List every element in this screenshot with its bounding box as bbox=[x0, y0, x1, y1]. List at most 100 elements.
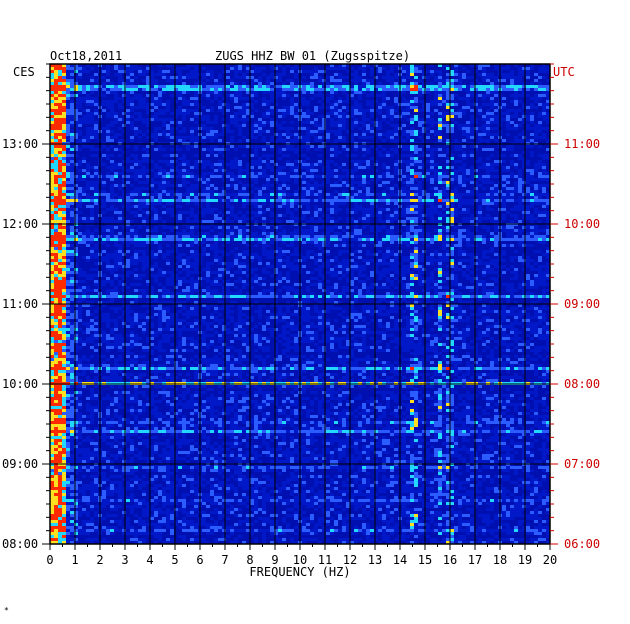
spectrogram-cell bbox=[86, 82, 90, 85]
spectrogram-cell bbox=[78, 220, 82, 223]
spectrogram-cell bbox=[382, 244, 386, 247]
spectrogram-cell bbox=[66, 253, 70, 256]
spectrogram-cell bbox=[418, 112, 422, 115]
spectrogram-cell bbox=[530, 232, 534, 235]
spectrogram-cell bbox=[318, 253, 322, 256]
spectrogram-cell bbox=[318, 151, 322, 154]
spectrogram-cell bbox=[446, 136, 450, 139]
spectrogram-cell bbox=[62, 247, 66, 250]
spectrogram-cell bbox=[350, 82, 354, 85]
spectrogram-cell bbox=[510, 199, 514, 202]
spectrogram-cell bbox=[250, 247, 254, 250]
spectrogram-cell bbox=[230, 145, 234, 148]
spectrogram-cell bbox=[266, 214, 270, 217]
spectrogram-cell bbox=[162, 250, 166, 253]
spectrogram-cell bbox=[310, 124, 314, 127]
spectrogram-cell bbox=[62, 229, 66, 232]
spectrogram-cell bbox=[290, 124, 294, 127]
spectrogram-cell bbox=[122, 157, 126, 160]
spectrogram-cell bbox=[374, 154, 378, 157]
spectrogram-cell bbox=[226, 184, 230, 187]
spectrogram-cell bbox=[186, 214, 190, 217]
spectrogram-cell bbox=[278, 163, 282, 166]
spectrogram-cell bbox=[338, 247, 342, 250]
spectrogram-cell bbox=[318, 214, 322, 217]
spectrogram-cell bbox=[210, 184, 214, 187]
spectrogram-cell bbox=[82, 148, 86, 151]
spectrogram-cell bbox=[262, 217, 266, 220]
spectrogram-cell bbox=[546, 106, 550, 109]
spectrogram-cell bbox=[434, 88, 438, 91]
spectrogram-cell bbox=[346, 157, 350, 160]
spectrogram-cell bbox=[494, 106, 498, 109]
spectrogram-cell bbox=[438, 76, 442, 79]
spectrogram-cell bbox=[302, 169, 306, 172]
spectrogram-cell bbox=[450, 166, 454, 169]
spectrogram-cell bbox=[374, 217, 378, 220]
spectrogram-cell bbox=[454, 127, 458, 130]
spectrogram-cell bbox=[538, 217, 542, 220]
spectrogram-cell bbox=[482, 145, 486, 148]
spectrogram-cell bbox=[82, 94, 86, 97]
spectrogram-cell bbox=[518, 106, 522, 109]
spectrogram-cell bbox=[270, 199, 274, 202]
spectrogram-cell bbox=[382, 211, 386, 214]
spectrogram-cell bbox=[322, 109, 326, 112]
spectrogram-cell bbox=[482, 205, 486, 208]
spectrogram-cell bbox=[122, 112, 126, 115]
spectrogram-cell bbox=[82, 214, 86, 217]
spectrogram-cell bbox=[82, 73, 86, 76]
spectrogram-cell bbox=[350, 190, 354, 193]
spectrogram-cell bbox=[82, 199, 86, 202]
spectrogram-cell bbox=[82, 139, 86, 142]
spectrogram-cell bbox=[170, 256, 174, 259]
spectrogram-cell bbox=[526, 112, 530, 115]
spectrogram-cell bbox=[50, 64, 54, 67]
spectrogram-cell bbox=[130, 199, 134, 202]
spectrogram-cell bbox=[282, 244, 286, 247]
spectrogram-cell bbox=[354, 88, 358, 91]
spectrogram-cell bbox=[374, 247, 378, 250]
spectrogram-cell bbox=[422, 199, 426, 202]
spectrogram-cell bbox=[110, 214, 114, 217]
spectrogram-cell bbox=[178, 139, 182, 142]
spectrogram-cell bbox=[274, 82, 278, 85]
spectrogram-cell bbox=[478, 145, 482, 148]
spectrogram-cell bbox=[78, 145, 82, 148]
spectrogram-cell bbox=[186, 244, 190, 247]
spectrogram-cell bbox=[494, 196, 498, 199]
spectrogram-cell bbox=[330, 238, 334, 241]
spectrogram-cell bbox=[390, 160, 394, 163]
spectrogram-cell bbox=[66, 175, 70, 178]
spectrogram-cell bbox=[94, 214, 98, 217]
spectrogram-cell bbox=[162, 166, 166, 169]
spectrogram-cell bbox=[126, 214, 130, 217]
spectrogram-cell bbox=[402, 121, 406, 124]
spectrogram-cell bbox=[526, 109, 530, 112]
spectrogram-cell bbox=[246, 139, 250, 142]
spectrogram-cell bbox=[106, 205, 110, 208]
spectrogram-cell bbox=[438, 235, 442, 238]
spectrogram-cell bbox=[282, 76, 286, 79]
spectrogram-cell bbox=[258, 64, 262, 67]
spectrogram-cell bbox=[546, 160, 550, 163]
spectrogram-cell bbox=[94, 250, 98, 253]
spectrogram-cell bbox=[282, 169, 286, 172]
spectrogram-cell bbox=[178, 178, 182, 181]
spectrogram-cell bbox=[66, 244, 70, 247]
spectrogram-cell bbox=[458, 181, 462, 184]
spectrogram-cell bbox=[486, 112, 490, 115]
spectrogram-cell bbox=[470, 154, 474, 157]
spectrogram-cell bbox=[390, 121, 394, 124]
spectrogram-cell bbox=[310, 127, 314, 130]
spectrogram-cell bbox=[426, 130, 430, 133]
spectrogram-cell bbox=[246, 229, 250, 232]
spectrogram-cell bbox=[282, 145, 286, 148]
spectrogram-cell bbox=[378, 184, 382, 187]
spectrogram-cell bbox=[478, 232, 482, 235]
spectrogram-cell bbox=[370, 193, 374, 196]
spectrogram-cell bbox=[82, 229, 86, 232]
spectrogram-cell bbox=[126, 196, 130, 199]
spectrogram-cell bbox=[162, 64, 166, 67]
spectrogram-cell bbox=[142, 94, 146, 97]
